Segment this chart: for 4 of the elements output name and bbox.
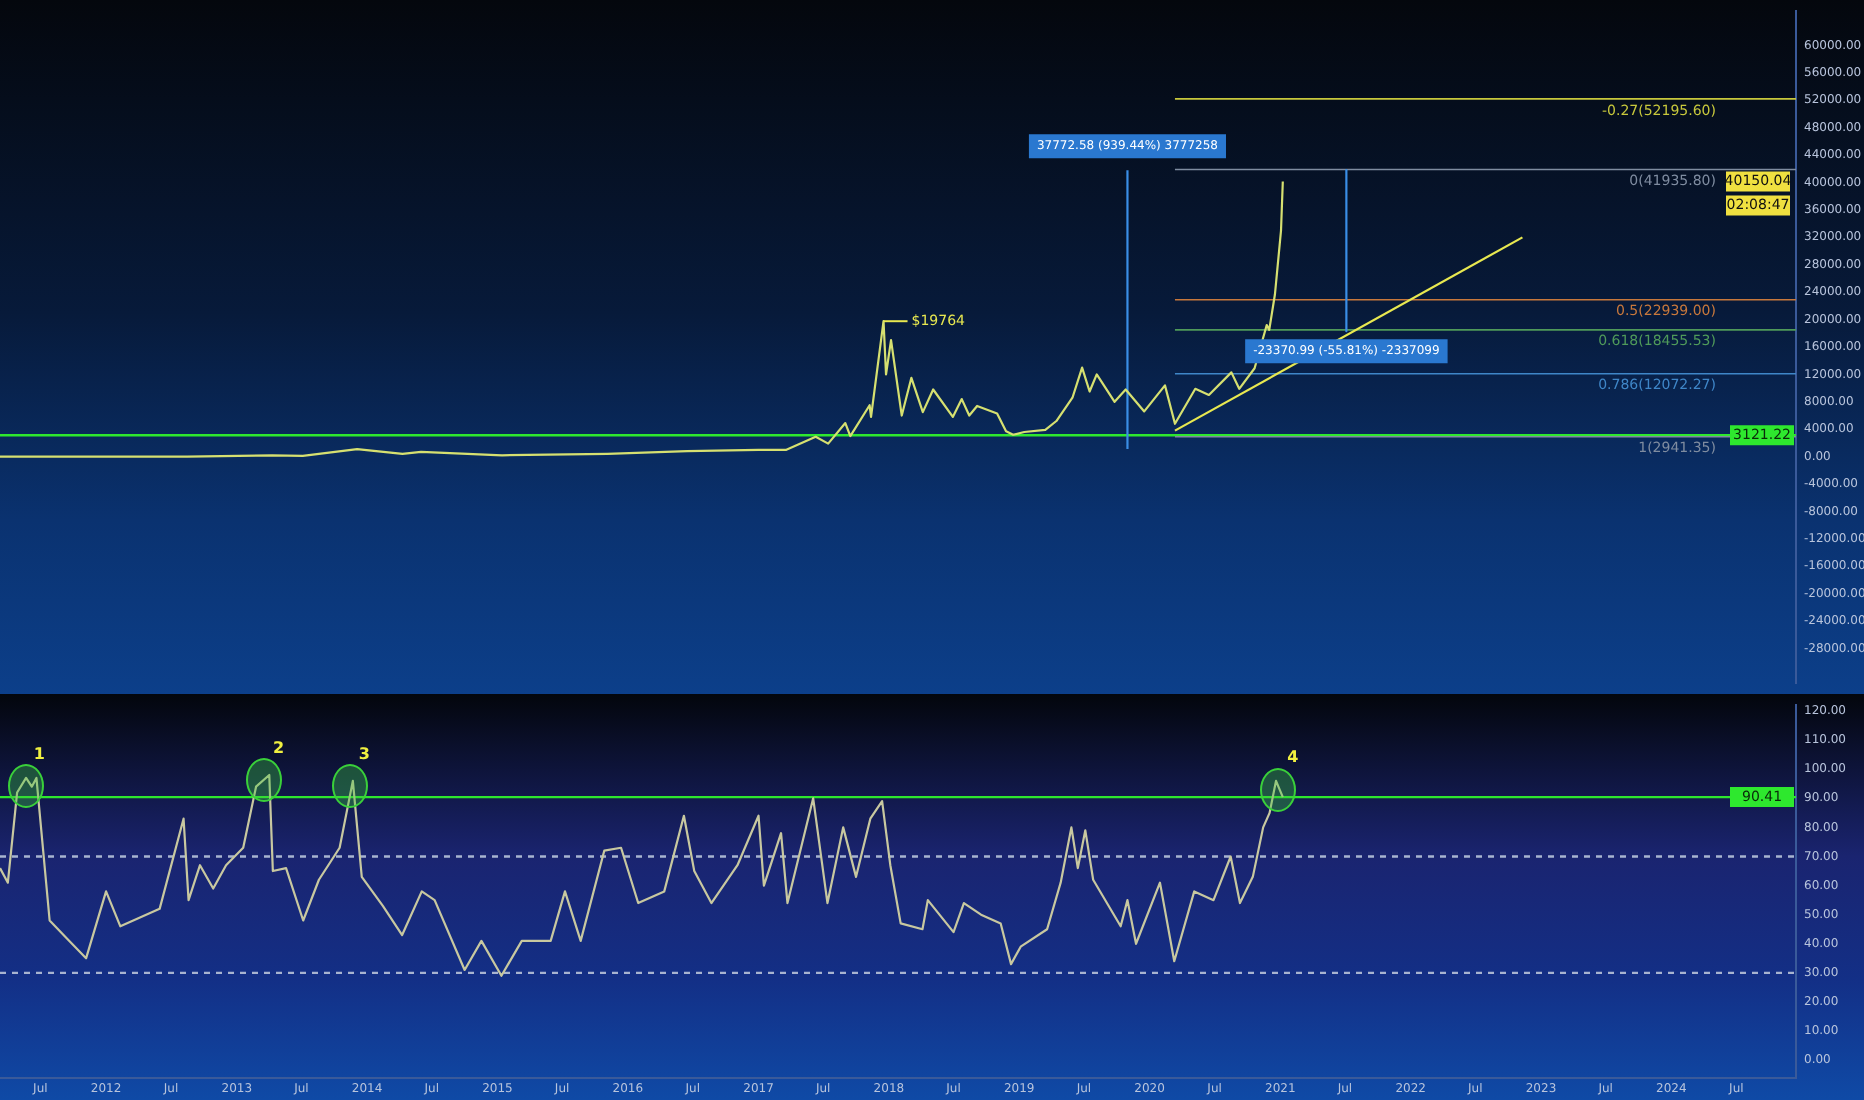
annotation: 2 — [273, 739, 285, 757]
annotation: 4 — [1287, 747, 1300, 766]
annotation: 3 — [358, 744, 370, 763]
annotation: 1 — [33, 744, 46, 763]
